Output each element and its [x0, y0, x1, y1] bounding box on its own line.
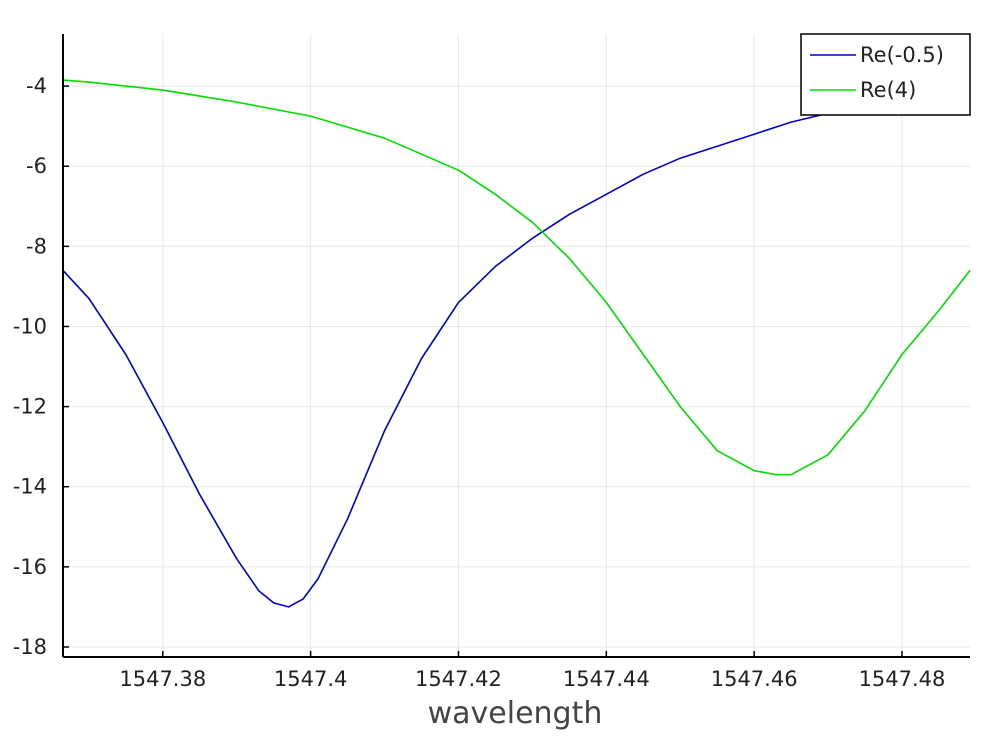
x-tick-label: 1547.44 — [563, 667, 650, 691]
series-line — [62, 113, 825, 608]
y-tick-label: -8 — [26, 234, 47, 258]
legend-label: Re(4) — [860, 78, 916, 102]
x-tick-label: 1547.42 — [415, 667, 502, 691]
y-tick-label: -6 — [26, 154, 47, 178]
series-line — [62, 79, 971, 476]
legend-label: Re(-0.5) — [860, 43, 944, 67]
x-axis-ticks: 1547.38 1547.4 1547.42 1547.44 1547.46 1547.4… — [119, 651, 945, 691]
y-tick-label: -14 — [13, 475, 47, 499]
y-tick-label: -16 — [13, 555, 47, 579]
x-tick-label: 1547.48 — [859, 667, 946, 691]
series-lines — [62, 79, 971, 608]
x-tick-label: 1547.4 — [274, 667, 347, 691]
y-tick-label: -4 — [26, 74, 47, 98]
y-tick-label: -18 — [13, 635, 47, 659]
x-tick-label: 1547.38 — [119, 667, 206, 691]
y-tick-label: -10 — [13, 314, 47, 338]
legend: Re(-0.5) Re(4) — [800, 33, 971, 116]
legend-box — [800, 33, 971, 116]
x-tick-label: 1547.46 — [711, 667, 798, 691]
y-tick-label: -12 — [13, 395, 47, 419]
y-axis-ticks: -4 -6 -8 -10 -12 -14 -16 -18 — [13, 74, 69, 659]
x-axis-title: wavelength — [428, 696, 603, 731]
axes — [62, 34, 970, 658]
grid-lines — [63, 34, 970, 657]
